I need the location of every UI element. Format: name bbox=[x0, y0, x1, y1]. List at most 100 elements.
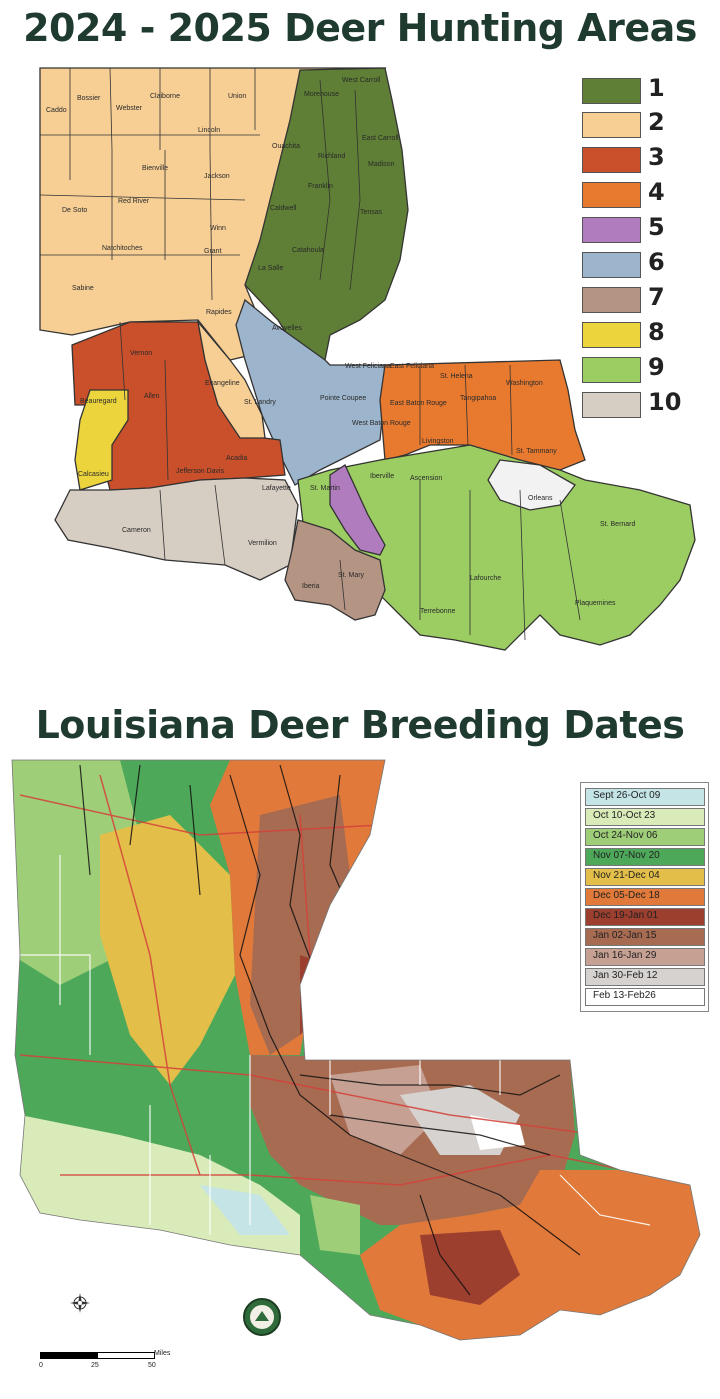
state-outline bbox=[11, 759, 701, 1341]
legend-item: Oct 24-Nov 06 bbox=[585, 828, 705, 846]
parish-label: St. Mary bbox=[338, 572, 365, 579]
parish-label: Morehouse bbox=[304, 91, 339, 98]
parish-label: Madison bbox=[368, 161, 395, 168]
legend-label: Jan 30-Feb 12 bbox=[593, 970, 658, 981]
parish-label: Iberville bbox=[370, 473, 394, 480]
parish-label: Orleans bbox=[528, 495, 553, 502]
legend-label: Sept 26-Oct 09 bbox=[593, 790, 661, 801]
legend-swatch bbox=[585, 968, 705, 986]
area-8-region bbox=[74, 389, 129, 491]
parish-label: Plaquemines bbox=[575, 600, 616, 607]
parish-label: East Feliciana bbox=[390, 363, 434, 370]
legend-label: Oct 24-Nov 06 bbox=[593, 830, 658, 841]
legend-label: 1 bbox=[648, 74, 665, 102]
breeding-dates-title: Louisiana Deer Breeding Dates bbox=[35, 703, 685, 747]
legend-swatch bbox=[582, 147, 641, 173]
parish-label: Sabine bbox=[72, 285, 94, 292]
legend-item: 10 bbox=[582, 388, 712, 419]
parish-label: Winn bbox=[210, 225, 226, 232]
legend-item: Jan 16-Jan 29 bbox=[585, 948, 705, 966]
parish-label: Webster bbox=[116, 105, 143, 112]
legend-label: 6 bbox=[648, 248, 665, 276]
parish-label: Natchitoches bbox=[102, 245, 143, 252]
parish-label: Vermilion bbox=[248, 540, 277, 547]
parish-label: West Carroll bbox=[342, 77, 381, 84]
parish-label: Calcasieu bbox=[78, 471, 109, 478]
legend-label: Feb 13-Feb26 bbox=[593, 990, 656, 1001]
scale-tick: 0 bbox=[39, 1362, 43, 1369]
parish-label: Pointe Coupee bbox=[320, 395, 366, 402]
legend-label: Dec 05-Dec 18 bbox=[593, 890, 660, 901]
legend-item: Oct 10-Oct 23 bbox=[585, 808, 705, 826]
legend-item: Sept 26-Oct 09 bbox=[585, 788, 705, 806]
parish-label: St. Martin bbox=[310, 485, 340, 492]
legend-label: 7 bbox=[648, 283, 665, 311]
legend-label: 4 bbox=[648, 178, 665, 206]
parish-label: Bossier bbox=[77, 95, 101, 102]
legend-swatch bbox=[585, 808, 705, 826]
legend-swatch bbox=[585, 828, 705, 846]
legend-item: Feb 13-Feb26 bbox=[585, 988, 705, 1006]
parish-label: Franklin bbox=[308, 183, 333, 190]
parish-boundaries bbox=[39, 67, 581, 641]
area-9-region bbox=[297, 444, 696, 651]
legend-swatch bbox=[585, 788, 705, 806]
legend-item: 5 bbox=[582, 213, 712, 244]
legend-item: 7 bbox=[582, 283, 712, 314]
legend-label: 3 bbox=[648, 143, 665, 171]
parish-label: Caddo bbox=[46, 107, 67, 114]
parish-label: Vernon bbox=[130, 350, 152, 357]
legend-swatch bbox=[582, 392, 641, 418]
legend-label: 8 bbox=[648, 318, 665, 346]
legend-label: 10 bbox=[648, 388, 682, 416]
parish-label: Tangipahoa bbox=[460, 395, 496, 402]
legend-label: Oct 10-Oct 23 bbox=[593, 810, 656, 821]
scale-tick: 50 bbox=[148, 1362, 156, 1369]
scale-segment-light bbox=[97, 1352, 155, 1359]
parish-label: Jackson bbox=[204, 173, 230, 180]
parish-label: Union bbox=[228, 93, 246, 100]
legend-item: Jan 02-Jan 15 bbox=[585, 928, 705, 946]
legend-swatch bbox=[585, 888, 705, 906]
parish-label: Acadia bbox=[226, 455, 248, 462]
parish-label: Bienville bbox=[142, 165, 168, 172]
scale-segment-dark bbox=[40, 1352, 98, 1359]
legend-item: Nov 21-Dec 04 bbox=[585, 868, 705, 886]
parish-label: West Feliciana bbox=[345, 363, 391, 370]
legend-item: 6 bbox=[582, 248, 712, 279]
parish-labels: Caddo Bossier Webster Claiborne Union Mo… bbox=[46, 77, 636, 615]
parish-label: Allen bbox=[144, 393, 160, 400]
parish-label: Evangeline bbox=[205, 380, 240, 387]
legend-item: 8 bbox=[582, 318, 712, 349]
legend-swatch bbox=[585, 988, 705, 1006]
parish-label: De Soto bbox=[62, 207, 87, 214]
hunting-areas-map bbox=[39, 67, 696, 651]
parish-label: Catahoula bbox=[292, 247, 324, 254]
legend-swatch bbox=[582, 217, 641, 243]
area-7-region bbox=[284, 519, 386, 621]
legend-swatch bbox=[585, 908, 705, 926]
scale-unit: Miles bbox=[154, 1350, 171, 1357]
parish-label: Richland bbox=[318, 153, 345, 160]
parish-label: Claiborne bbox=[150, 93, 180, 100]
legend-item: 9 bbox=[582, 353, 712, 384]
orleans-region bbox=[487, 459, 576, 511]
parish-label: Washington bbox=[506, 380, 543, 387]
parish-label: East Baton Rouge bbox=[390, 400, 447, 407]
legend-swatch bbox=[582, 322, 641, 348]
road-network bbox=[19, 764, 651, 1296]
parish-label: Lafourche bbox=[470, 575, 501, 582]
legend-item: Dec 05-Dec 18 bbox=[585, 888, 705, 906]
legend-label: Jan 02-Jan 15 bbox=[593, 930, 657, 941]
legend-swatch bbox=[585, 868, 705, 886]
parish-label: East Carroll bbox=[362, 135, 399, 142]
parish-label: Lafayette bbox=[262, 485, 291, 492]
legend-item: 2 bbox=[582, 108, 712, 139]
legend-item: Dec 19-Jan 01 bbox=[585, 908, 705, 926]
legend-item: 1 bbox=[582, 74, 712, 105]
parish-label: Tensas bbox=[360, 209, 383, 216]
legend-label: Nov 21-Dec 04 bbox=[593, 870, 660, 881]
legend-item: 3 bbox=[582, 143, 712, 174]
legend-swatch bbox=[582, 252, 641, 278]
department-seal-icon bbox=[243, 1298, 281, 1336]
